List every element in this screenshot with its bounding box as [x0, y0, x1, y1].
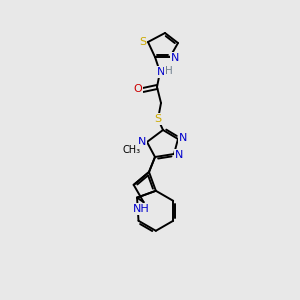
Text: S: S: [140, 37, 147, 47]
Text: H: H: [165, 66, 173, 76]
Text: N: N: [175, 150, 183, 160]
Text: CH₃: CH₃: [123, 145, 141, 155]
Text: NH: NH: [133, 204, 150, 214]
Text: O: O: [134, 84, 142, 94]
Text: N: N: [171, 53, 179, 63]
Text: S: S: [154, 114, 162, 124]
Text: N: N: [179, 133, 187, 143]
Text: N: N: [138, 137, 146, 147]
Text: N: N: [157, 67, 165, 77]
